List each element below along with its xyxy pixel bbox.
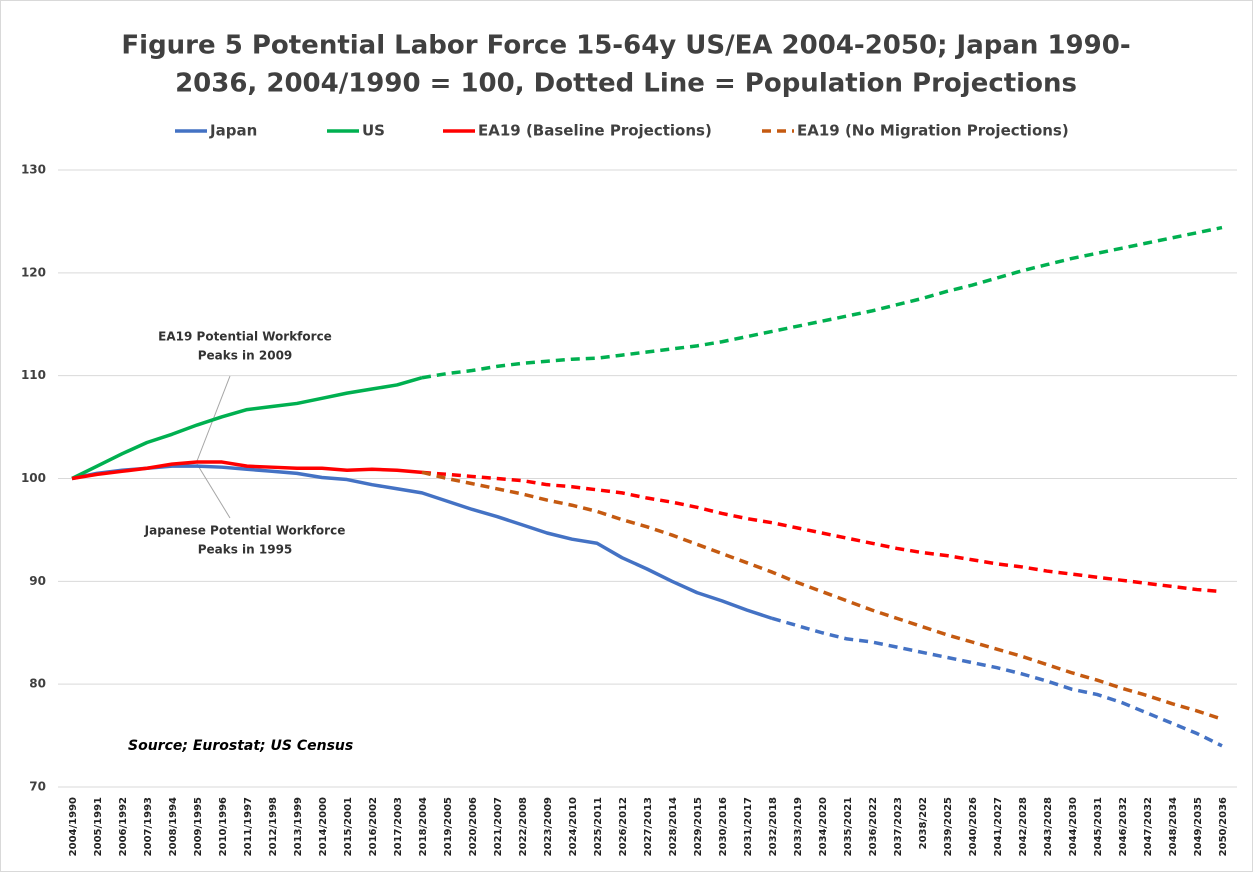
x-tick-label: 2017/2003 — [393, 797, 404, 856]
x-tick-label: 2024/2010 — [568, 797, 579, 856]
x-tick-label: 2012/1998 — [268, 797, 279, 856]
x-tick-label: 2047/2032 — [1143, 797, 1154, 856]
y-tick-label: 70 — [29, 780, 46, 794]
y-tick-label: 80 — [29, 677, 46, 691]
x-tick-label: 2014/2000 — [318, 797, 329, 856]
series-line — [71, 460, 423, 481]
x-tick-label: 2018/2004 — [418, 797, 429, 856]
legend-label: EA19 (No Migration Projections) — [797, 122, 1069, 140]
y-tick-label: 130 — [21, 163, 46, 177]
x-tick-label: 2035/2021 — [843, 797, 854, 856]
legend-label: Japan — [209, 122, 257, 140]
x-tick-label: 2007/1993 — [143, 797, 154, 856]
x-tick-label: 2021/2007 — [493, 797, 504, 856]
y-tick-label: 110 — [21, 368, 46, 382]
x-tick-label: 2050/2036 — [1218, 797, 1229, 856]
x-tick-label: 2039/2025 — [943, 797, 954, 856]
x-tick-label: 2027/2013 — [643, 797, 654, 856]
x-tick-label: 2049/2035 — [1193, 797, 1204, 856]
x-tick-label: 2046/2032 — [1118, 797, 1129, 856]
x-tick-label: 2008/1994 — [168, 797, 179, 856]
x-tick-label: 2030/2016 — [718, 797, 729, 856]
series-line — [71, 464, 773, 621]
x-tick-label: 2026/2012 — [618, 797, 629, 856]
x-tick-label: 2015/2001 — [343, 797, 354, 856]
x-tick-label: 2038/202 — [918, 797, 929, 849]
series-line — [71, 376, 423, 481]
x-tick-label: 2044/2030 — [1068, 797, 1079, 856]
x-tick-label: 2020/2006 — [468, 797, 479, 856]
x-tick-label: 2006/1992 — [118, 797, 129, 856]
series-line — [421, 470, 1223, 594]
annotation: Japanese Potential Workforce — [144, 524, 346, 538]
x-tick-label: 2036/2022 — [868, 797, 879, 856]
x-tick-label: 2016/2002 — [368, 797, 379, 856]
annotation-leader — [196, 463, 231, 519]
annotation: Peaks in 2009 — [198, 349, 293, 363]
x-tick-label: 2009/1995 — [193, 797, 204, 856]
x-tick-label: 2028/2014 — [668, 797, 679, 856]
x-tick-label: 2033/2019 — [793, 797, 804, 856]
x-tick-label: 2019/2005 — [443, 797, 454, 856]
x-tick-label: 2031/2017 — [743, 797, 754, 856]
x-tick-label: 2010/1996 — [218, 797, 229, 856]
x-tick-label: 2004/1990 — [68, 797, 79, 856]
chart-title: Figure 5 Potential Labor Force 15-64y US… — [121, 31, 1130, 61]
annotation: EA19 Potential Workforce — [158, 330, 332, 344]
y-tick-label: 120 — [21, 265, 46, 279]
x-tick-label: 2037/2023 — [893, 797, 904, 856]
chart-title: 2036, 2004/1990 = 100, Dotted Line = Pop… — [175, 69, 1077, 99]
series-line — [421, 470, 1223, 721]
x-tick-label: 2029/2015 — [693, 797, 704, 856]
x-tick-label: 2011/1997 — [243, 797, 254, 856]
legend-label: US — [362, 122, 385, 140]
annotation: Peaks in 1995 — [198, 543, 293, 557]
x-tick-label: 2022/2008 — [518, 797, 529, 856]
x-tick-label: 2023/2009 — [543, 797, 554, 856]
series-line — [421, 225, 1223, 380]
series-line — [771, 616, 1223, 748]
y-tick-label: 90 — [29, 574, 46, 588]
x-tick-label: 2013/1999 — [293, 797, 304, 856]
source-note: Source; Eurostat; US Census — [128, 738, 353, 754]
x-tick-label: 2040/2026 — [968, 797, 979, 856]
x-tick-label: 2042/2028 — [1018, 797, 1029, 856]
x-tick-label: 2045/2031 — [1093, 797, 1104, 856]
x-tick-label: 2032/2018 — [768, 797, 779, 856]
legend-label: EA19 (Baseline Projections) — [478, 122, 712, 140]
x-tick-label: 2041/2027 — [993, 797, 1004, 856]
y-tick-label: 100 — [21, 471, 46, 485]
x-tick-label: 2025/2011 — [593, 797, 604, 856]
x-tick-label: 2043/2028 — [1043, 797, 1054, 856]
x-tick-label: 2005/1991 — [93, 797, 104, 856]
x-tick-label: 2048/2034 — [1168, 797, 1179, 856]
x-tick-label: 2034/2020 — [818, 797, 829, 856]
